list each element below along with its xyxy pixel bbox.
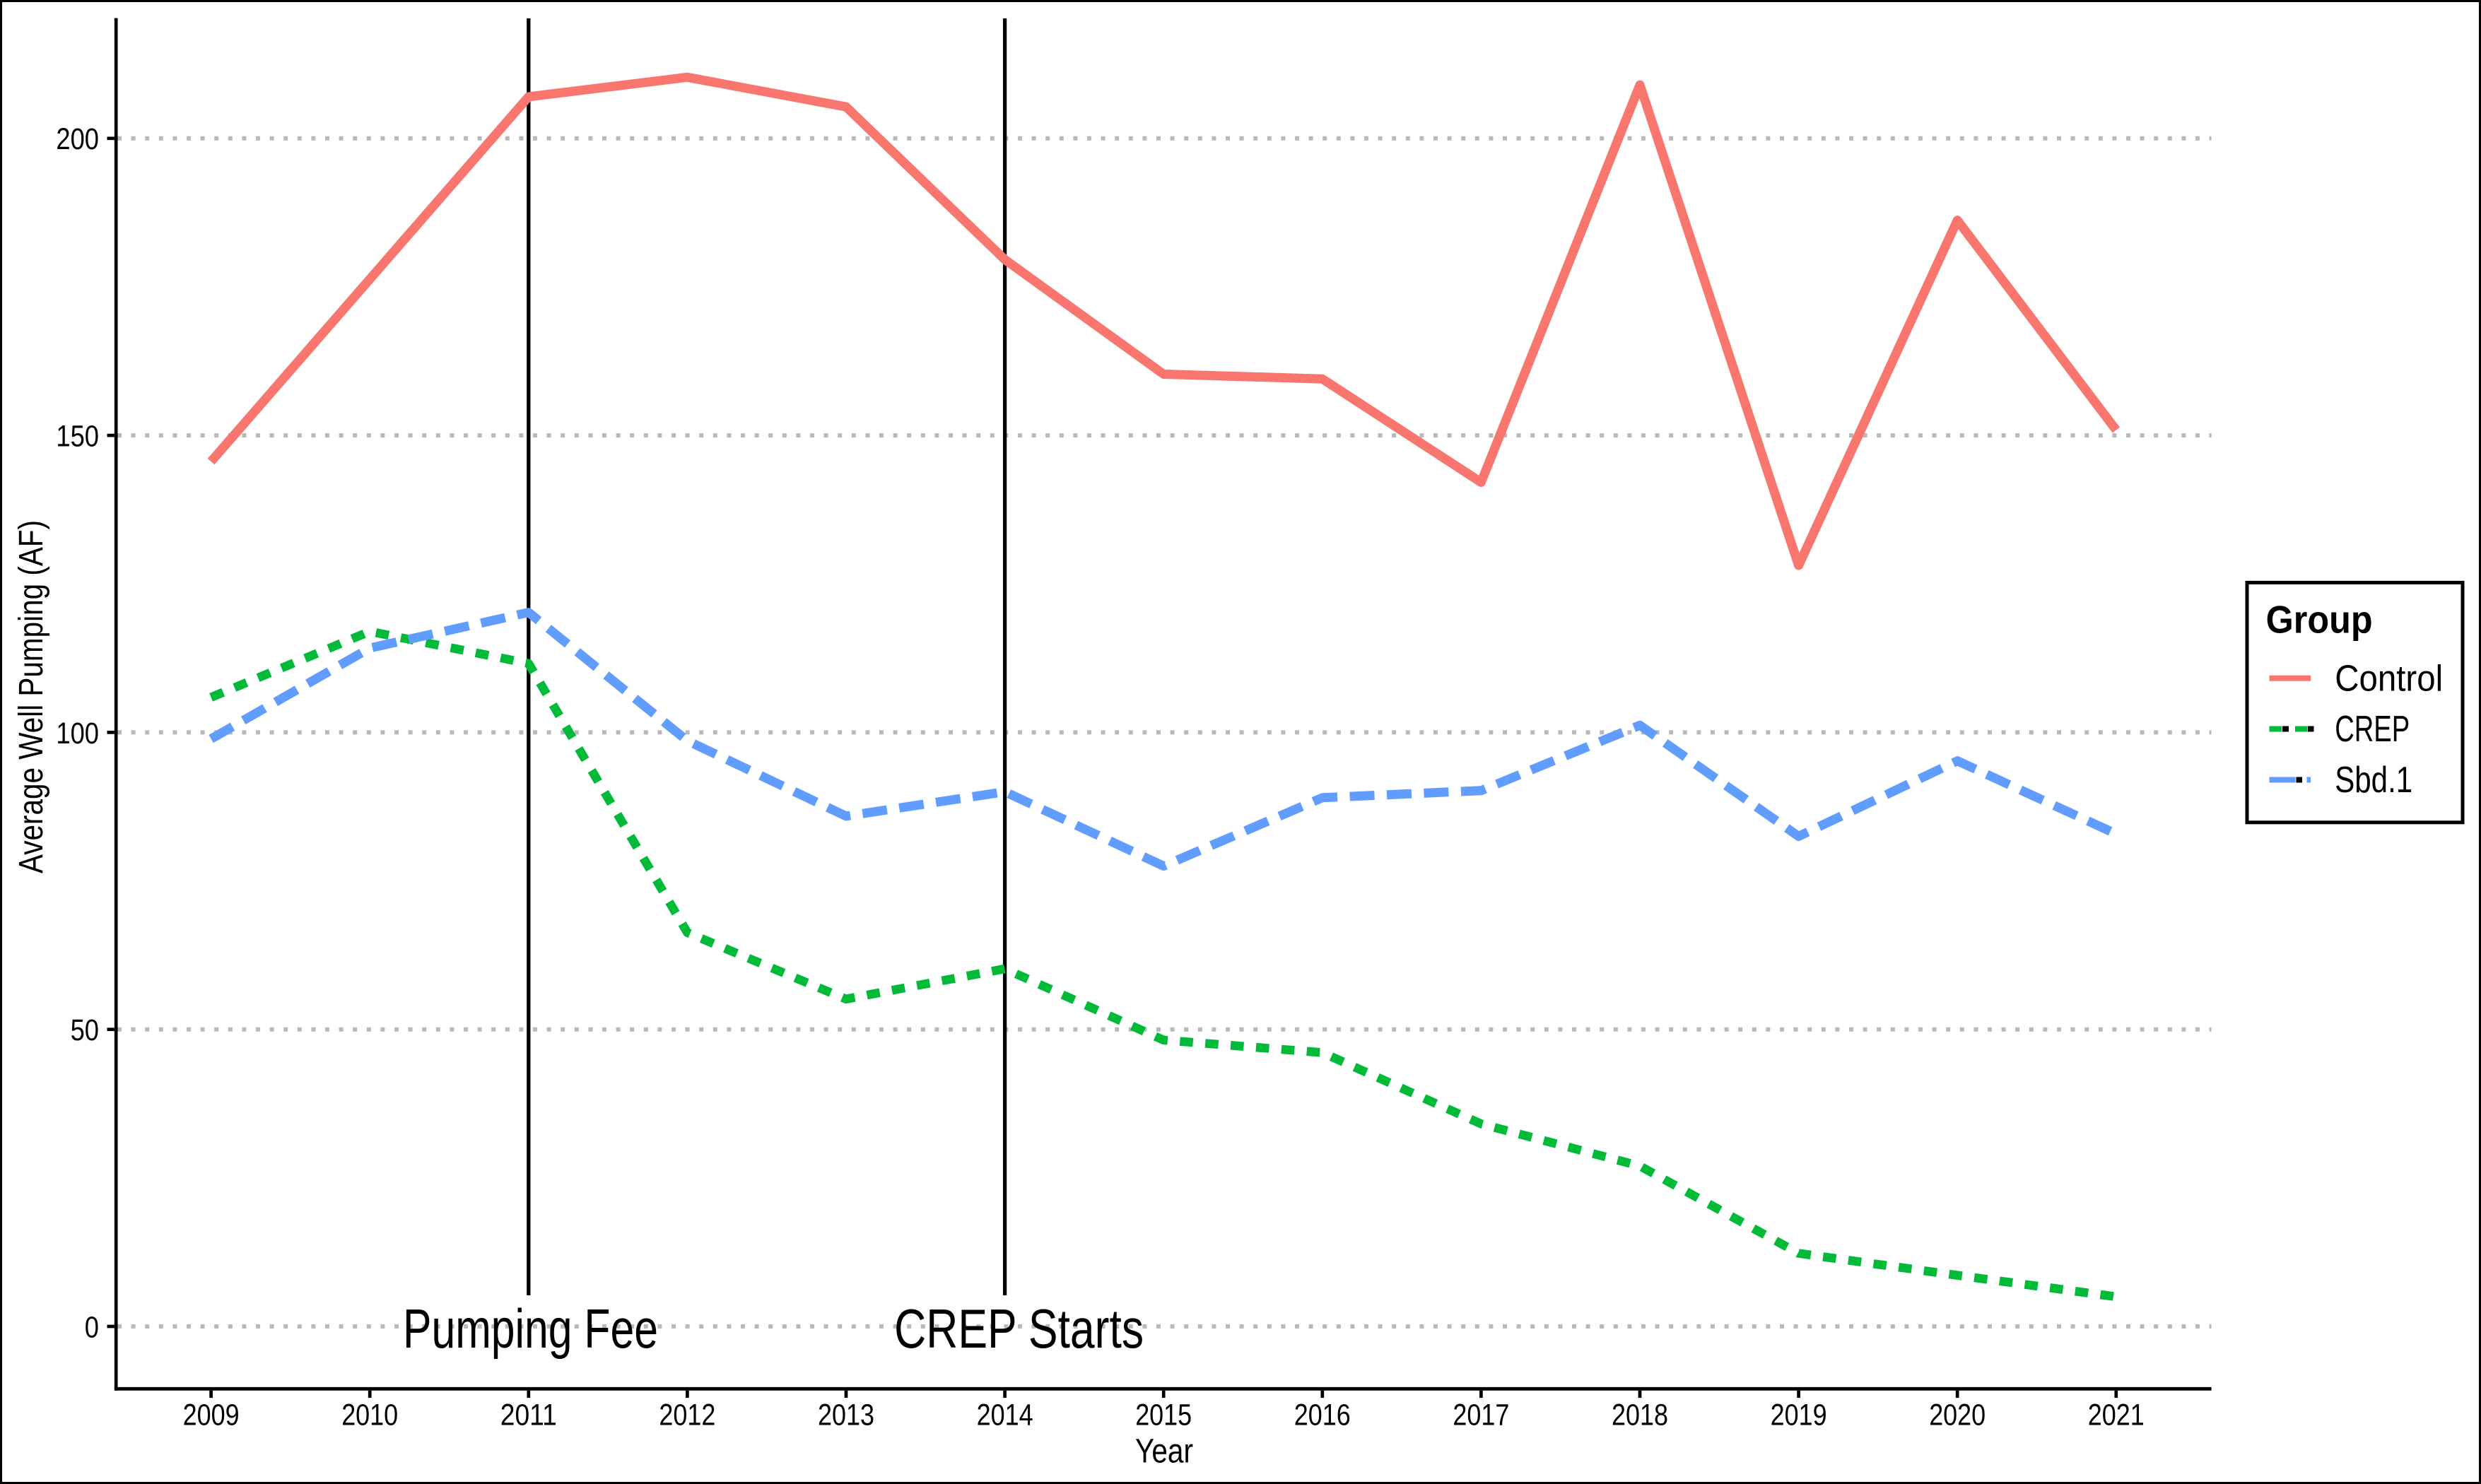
svg-text:2021: 2021 xyxy=(2088,1398,2145,1432)
svg-text:Group: Group xyxy=(2266,598,2373,642)
svg-text:0: 0 xyxy=(85,1310,99,1344)
svg-text:2017: 2017 xyxy=(1453,1398,1509,1432)
svg-text:Year: Year xyxy=(1135,1433,1193,1471)
svg-text:Control: Control xyxy=(2335,659,2443,700)
svg-text:2014: 2014 xyxy=(977,1398,1033,1432)
svg-text:2015: 2015 xyxy=(1135,1398,1192,1432)
svg-text:Pumping Fee: Pumping Fee xyxy=(403,1297,658,1360)
svg-text:50: 50 xyxy=(71,1013,99,1047)
svg-text:2018: 2018 xyxy=(1612,1398,1668,1432)
svg-text:2011: 2011 xyxy=(500,1398,557,1432)
svg-text:CREP: CREP xyxy=(2335,709,2410,750)
svg-text:Average Well Pumping (AF): Average Well Pumping (AF) xyxy=(13,520,50,873)
svg-text:CREP Starts: CREP Starts xyxy=(894,1297,1144,1360)
svg-text:2013: 2013 xyxy=(818,1398,874,1432)
svg-text:100: 100 xyxy=(56,717,99,750)
svg-text:150: 150 xyxy=(56,420,99,454)
svg-text:2020: 2020 xyxy=(1929,1398,1986,1432)
svg-text:2012: 2012 xyxy=(659,1398,715,1432)
svg-text:200: 200 xyxy=(56,122,99,156)
svg-text:2019: 2019 xyxy=(1771,1398,1827,1432)
svg-text:2010: 2010 xyxy=(341,1398,398,1432)
svg-text:2009: 2009 xyxy=(183,1398,240,1432)
svg-text:2016: 2016 xyxy=(1294,1398,1351,1432)
svg-text:Sbd.1: Sbd.1 xyxy=(2335,760,2412,801)
